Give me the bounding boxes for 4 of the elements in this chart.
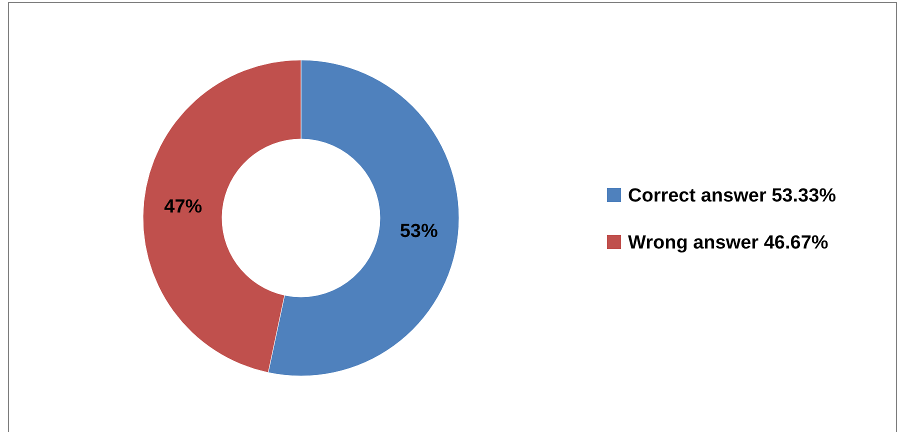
legend-label: Correct answer 53.33% <box>628 186 836 207</box>
data-label: 47% <box>164 196 202 218</box>
data-label: 53% <box>400 221 438 242</box>
legend-label: Wrong answer 46.67% <box>628 232 828 254</box>
